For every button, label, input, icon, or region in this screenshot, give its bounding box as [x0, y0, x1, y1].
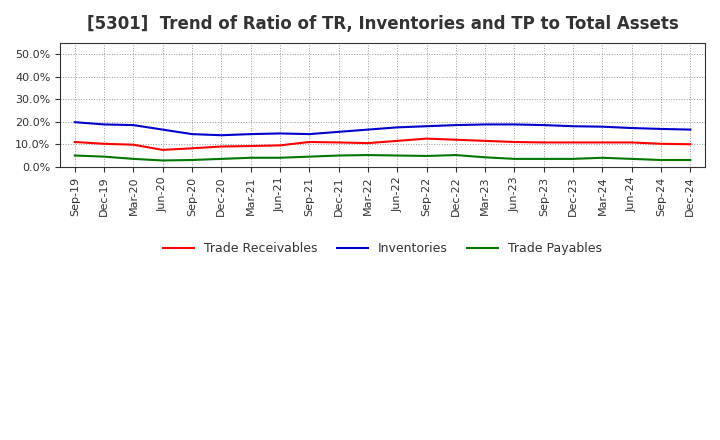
Inventories [158, 127, 167, 132]
Trade Payables [305, 154, 314, 159]
Inventories [188, 132, 197, 137]
Trade Payables [510, 156, 519, 161]
Trade Receivables [510, 139, 519, 145]
Inventories [334, 129, 343, 135]
Trade Receivables [334, 140, 343, 145]
Trade Payables [481, 155, 490, 160]
Trade Receivables [451, 137, 460, 143]
Trade Receivables [393, 138, 402, 143]
Trade Receivables [100, 141, 109, 147]
Trade Payables [100, 154, 109, 159]
Inventories [539, 122, 548, 128]
Trade Receivables [305, 139, 314, 145]
Trade Receivables [188, 146, 197, 151]
Inventories [393, 125, 402, 130]
Trade Payables [246, 155, 255, 161]
Trade Receivables [627, 140, 636, 145]
Trade Payables [686, 158, 695, 163]
Inventories [657, 126, 665, 132]
Trade Payables [188, 158, 197, 163]
Trade Payables [393, 153, 402, 158]
Inventories [305, 132, 314, 137]
Inventories [510, 122, 519, 127]
Line: Trade Payables: Trade Payables [75, 155, 690, 161]
Trade Payables [217, 156, 225, 161]
Trade Payables [129, 156, 138, 161]
Inventories [686, 127, 695, 132]
Trade Payables [627, 156, 636, 161]
Trade Receivables [158, 147, 167, 153]
Trade Receivables [364, 140, 372, 146]
Trade Receivables [217, 144, 225, 149]
Inventories [217, 132, 225, 138]
Trade Receivables [539, 140, 548, 145]
Trade Receivables [129, 142, 138, 147]
Trade Payables [71, 153, 79, 158]
Trade Payables [334, 153, 343, 158]
Inventories [71, 120, 79, 125]
Trade Receivables [598, 140, 607, 145]
Trade Payables [451, 152, 460, 158]
Trade Receivables [686, 142, 695, 147]
Inventories [100, 122, 109, 127]
Inventories [451, 122, 460, 128]
Inventories [364, 127, 372, 132]
Legend: Trade Receivables, Inventories, Trade Payables: Trade Receivables, Inventories, Trade Pa… [158, 238, 607, 260]
Trade Payables [598, 155, 607, 161]
Trade Receivables [276, 143, 284, 148]
Inventories [422, 124, 431, 129]
Trade Payables [158, 158, 167, 163]
Inventories [598, 124, 607, 129]
Trade Receivables [246, 143, 255, 149]
Trade Receivables [569, 140, 577, 145]
Trade Payables [569, 156, 577, 161]
Trade Receivables [481, 138, 490, 143]
Inventories [627, 125, 636, 131]
Trade Payables [276, 155, 284, 161]
Inventories [129, 122, 138, 128]
Inventories [569, 124, 577, 129]
Inventories [246, 132, 255, 137]
Title: [5301]  Trend of Ratio of TR, Inventories and TP to Total Assets: [5301] Trend of Ratio of TR, Inventories… [86, 15, 678, 33]
Trade Receivables [657, 141, 665, 147]
Trade Payables [364, 152, 372, 158]
Trade Payables [422, 153, 431, 158]
Trade Payables [539, 156, 548, 161]
Trade Receivables [71, 139, 79, 145]
Trade Receivables [422, 136, 431, 141]
Line: Inventories: Inventories [75, 122, 690, 135]
Inventories [481, 122, 490, 127]
Trade Payables [657, 158, 665, 163]
Inventories [276, 131, 284, 136]
Line: Trade Receivables: Trade Receivables [75, 139, 690, 150]
